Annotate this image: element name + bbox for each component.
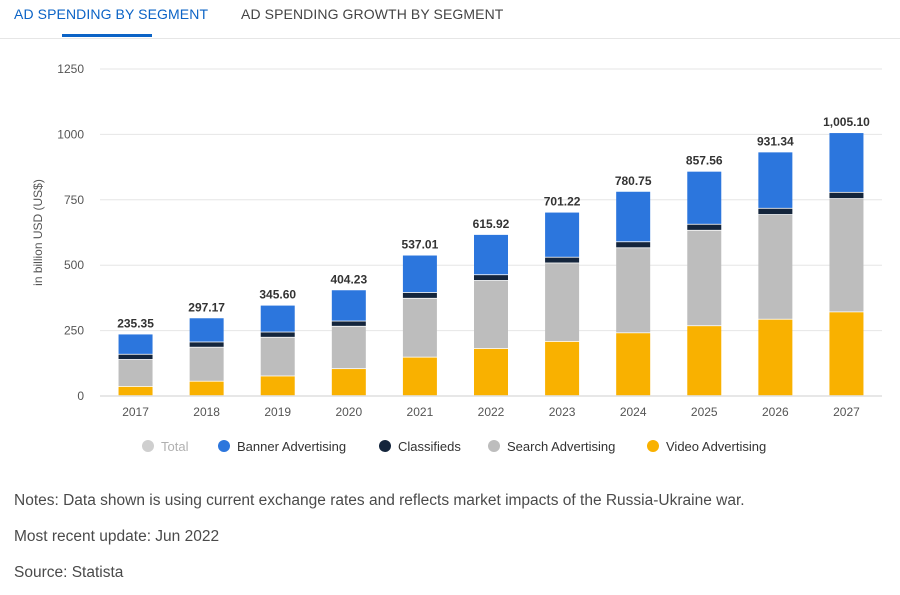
bar-classifieds-2026 — [758, 208, 793, 215]
x-tick-label: 2026 — [762, 405, 789, 419]
bar-video-advertising-2024 — [616, 333, 651, 396]
bar-banner-advertising-2020 — [331, 290, 366, 321]
bar-classifieds-2021 — [402, 292, 437, 298]
x-tick-label: 2020 — [335, 405, 362, 419]
bar-video-advertising-2025 — [687, 326, 722, 396]
bar-banner-advertising-2027 — [829, 133, 864, 192]
bar-search-advertising-2021 — [402, 298, 437, 357]
total-label-2023: 701.22 — [544, 195, 581, 209]
x-tick-label: 2019 — [264, 405, 291, 419]
bar-classifieds-2018 — [189, 342, 224, 347]
legend-label-video-advertising[interactable]: Video Advertising — [666, 439, 766, 454]
legend-marker-video-advertising[interactable] — [647, 440, 659, 452]
legend-label-search-advertising[interactable]: Search Advertising — [507, 439, 615, 454]
bar-banner-advertising-2026 — [758, 152, 793, 208]
bar-classifieds-2020 — [331, 321, 366, 326]
bar-search-advertising-2024 — [616, 248, 651, 333]
legend-label-banner-advertising[interactable]: Banner Advertising — [237, 439, 346, 454]
total-label-2019: 345.60 — [259, 288, 296, 302]
total-label-2025: 857.56 — [686, 154, 723, 168]
legend-marker-search-advertising[interactable] — [488, 440, 500, 452]
bar-video-advertising-2023 — [545, 341, 580, 396]
tab-ad-spending-by-segment[interactable]: AD SPENDING BY SEGMENT — [14, 6, 209, 22]
bar-video-advertising-2027 — [829, 312, 864, 396]
bar-video-advertising-2019 — [260, 376, 295, 396]
bar-search-advertising-2022 — [474, 280, 508, 349]
legend-marker-total[interactable] — [142, 440, 154, 452]
total-label-2026: 931.34 — [757, 134, 794, 148]
y-tick-label: 1000 — [57, 127, 84, 141]
bar-video-advertising-2026 — [758, 319, 793, 396]
bar-classifieds-2022 — [474, 275, 508, 281]
y-tick-label: 750 — [64, 193, 84, 207]
tab-ad-spending-growth-by-segment[interactable]: AD SPENDING GROWTH BY SEGMENT — [241, 6, 504, 22]
bar-search-advertising-2019 — [260, 337, 295, 376]
bar-search-advertising-2026 — [758, 214, 793, 319]
bar-classifieds-2024 — [616, 242, 651, 248]
bar-classifieds-2025 — [687, 224, 722, 230]
chart-source: Source: Statista — [14, 564, 124, 581]
most-recent-update: Most recent update: Jun 2022 — [14, 528, 220, 545]
total-label-2021: 537.01 — [402, 238, 439, 252]
bar-banner-advertising-2022 — [474, 234, 508, 275]
x-tick-label: 2022 — [478, 405, 505, 419]
bar-classifieds-2017 — [118, 354, 153, 360]
bar-video-advertising-2018 — [189, 381, 224, 396]
bar-search-advertising-2020 — [331, 326, 366, 369]
y-tick-label: 250 — [64, 324, 84, 338]
x-tick-label: 2024 — [620, 405, 647, 419]
tab-bar: AD SPENDING BY SEGMENT AD SPENDING GROWT… — [0, 0, 900, 39]
total-label-2020: 404.23 — [330, 272, 367, 286]
total-label-2024: 780.75 — [615, 174, 652, 188]
legend-marker-banner-advertising[interactable] — [218, 440, 230, 452]
x-tick-label: 2018 — [193, 405, 220, 419]
total-label-2022: 615.92 — [473, 217, 510, 231]
legend-label-total[interactable]: Total — [161, 439, 189, 454]
bar-classifieds-2019 — [260, 332, 295, 337]
legend-label-classifieds[interactable]: Classifieds — [398, 439, 461, 454]
y-tick-label: 500 — [64, 258, 84, 272]
bar-banner-advertising-2025 — [687, 171, 722, 224]
bar-search-advertising-2017 — [118, 359, 153, 387]
x-tick-label: 2025 — [691, 405, 718, 419]
x-tick-label: 2027 — [833, 405, 860, 419]
bar-search-advertising-2023 — [545, 263, 580, 342]
bar-video-advertising-2020 — [331, 369, 366, 396]
chart-notes: Notes: Data shown is using current excha… — [14, 492, 745, 509]
bar-banner-advertising-2023 — [545, 212, 580, 257]
total-label-2017: 235.35 — [117, 316, 154, 330]
bar-video-advertising-2022 — [474, 348, 508, 396]
y-axis-label: in billion USD (US$) — [31, 179, 45, 286]
bar-search-advertising-2025 — [687, 230, 722, 326]
bar-banner-advertising-2018 — [189, 318, 224, 342]
bar-banner-advertising-2017 — [118, 334, 153, 354]
total-label-2018: 297.17 — [188, 300, 225, 314]
bar-search-advertising-2027 — [829, 199, 864, 312]
legend-marker-classifieds[interactable] — [379, 440, 391, 452]
bar-banner-advertising-2021 — [402, 255, 437, 293]
bar-search-advertising-2018 — [189, 347, 224, 381]
y-tick-label: 1250 — [57, 62, 84, 76]
bar-video-advertising-2021 — [402, 357, 437, 396]
bar-classifieds-2023 — [545, 257, 580, 263]
x-tick-label: 2023 — [549, 405, 576, 419]
stacked-bar-chart: 0 250 500 750 1000 1250 in billion USD (US$) 23… — [31, 62, 882, 454]
active-tab-indicator — [62, 34, 152, 37]
bar-banner-advertising-2024 — [616, 191, 651, 242]
x-tick-label: 2017 — [122, 405, 149, 419]
total-label-2027: 1,005.10 — [823, 115, 870, 129]
y-tick-label: 0 — [77, 389, 84, 403]
bar-classifieds-2027 — [829, 192, 864, 199]
bar-banner-advertising-2019 — [260, 305, 295, 332]
x-tick-label: 2021 — [407, 405, 434, 419]
bar-video-advertising-2017 — [118, 386, 153, 396]
